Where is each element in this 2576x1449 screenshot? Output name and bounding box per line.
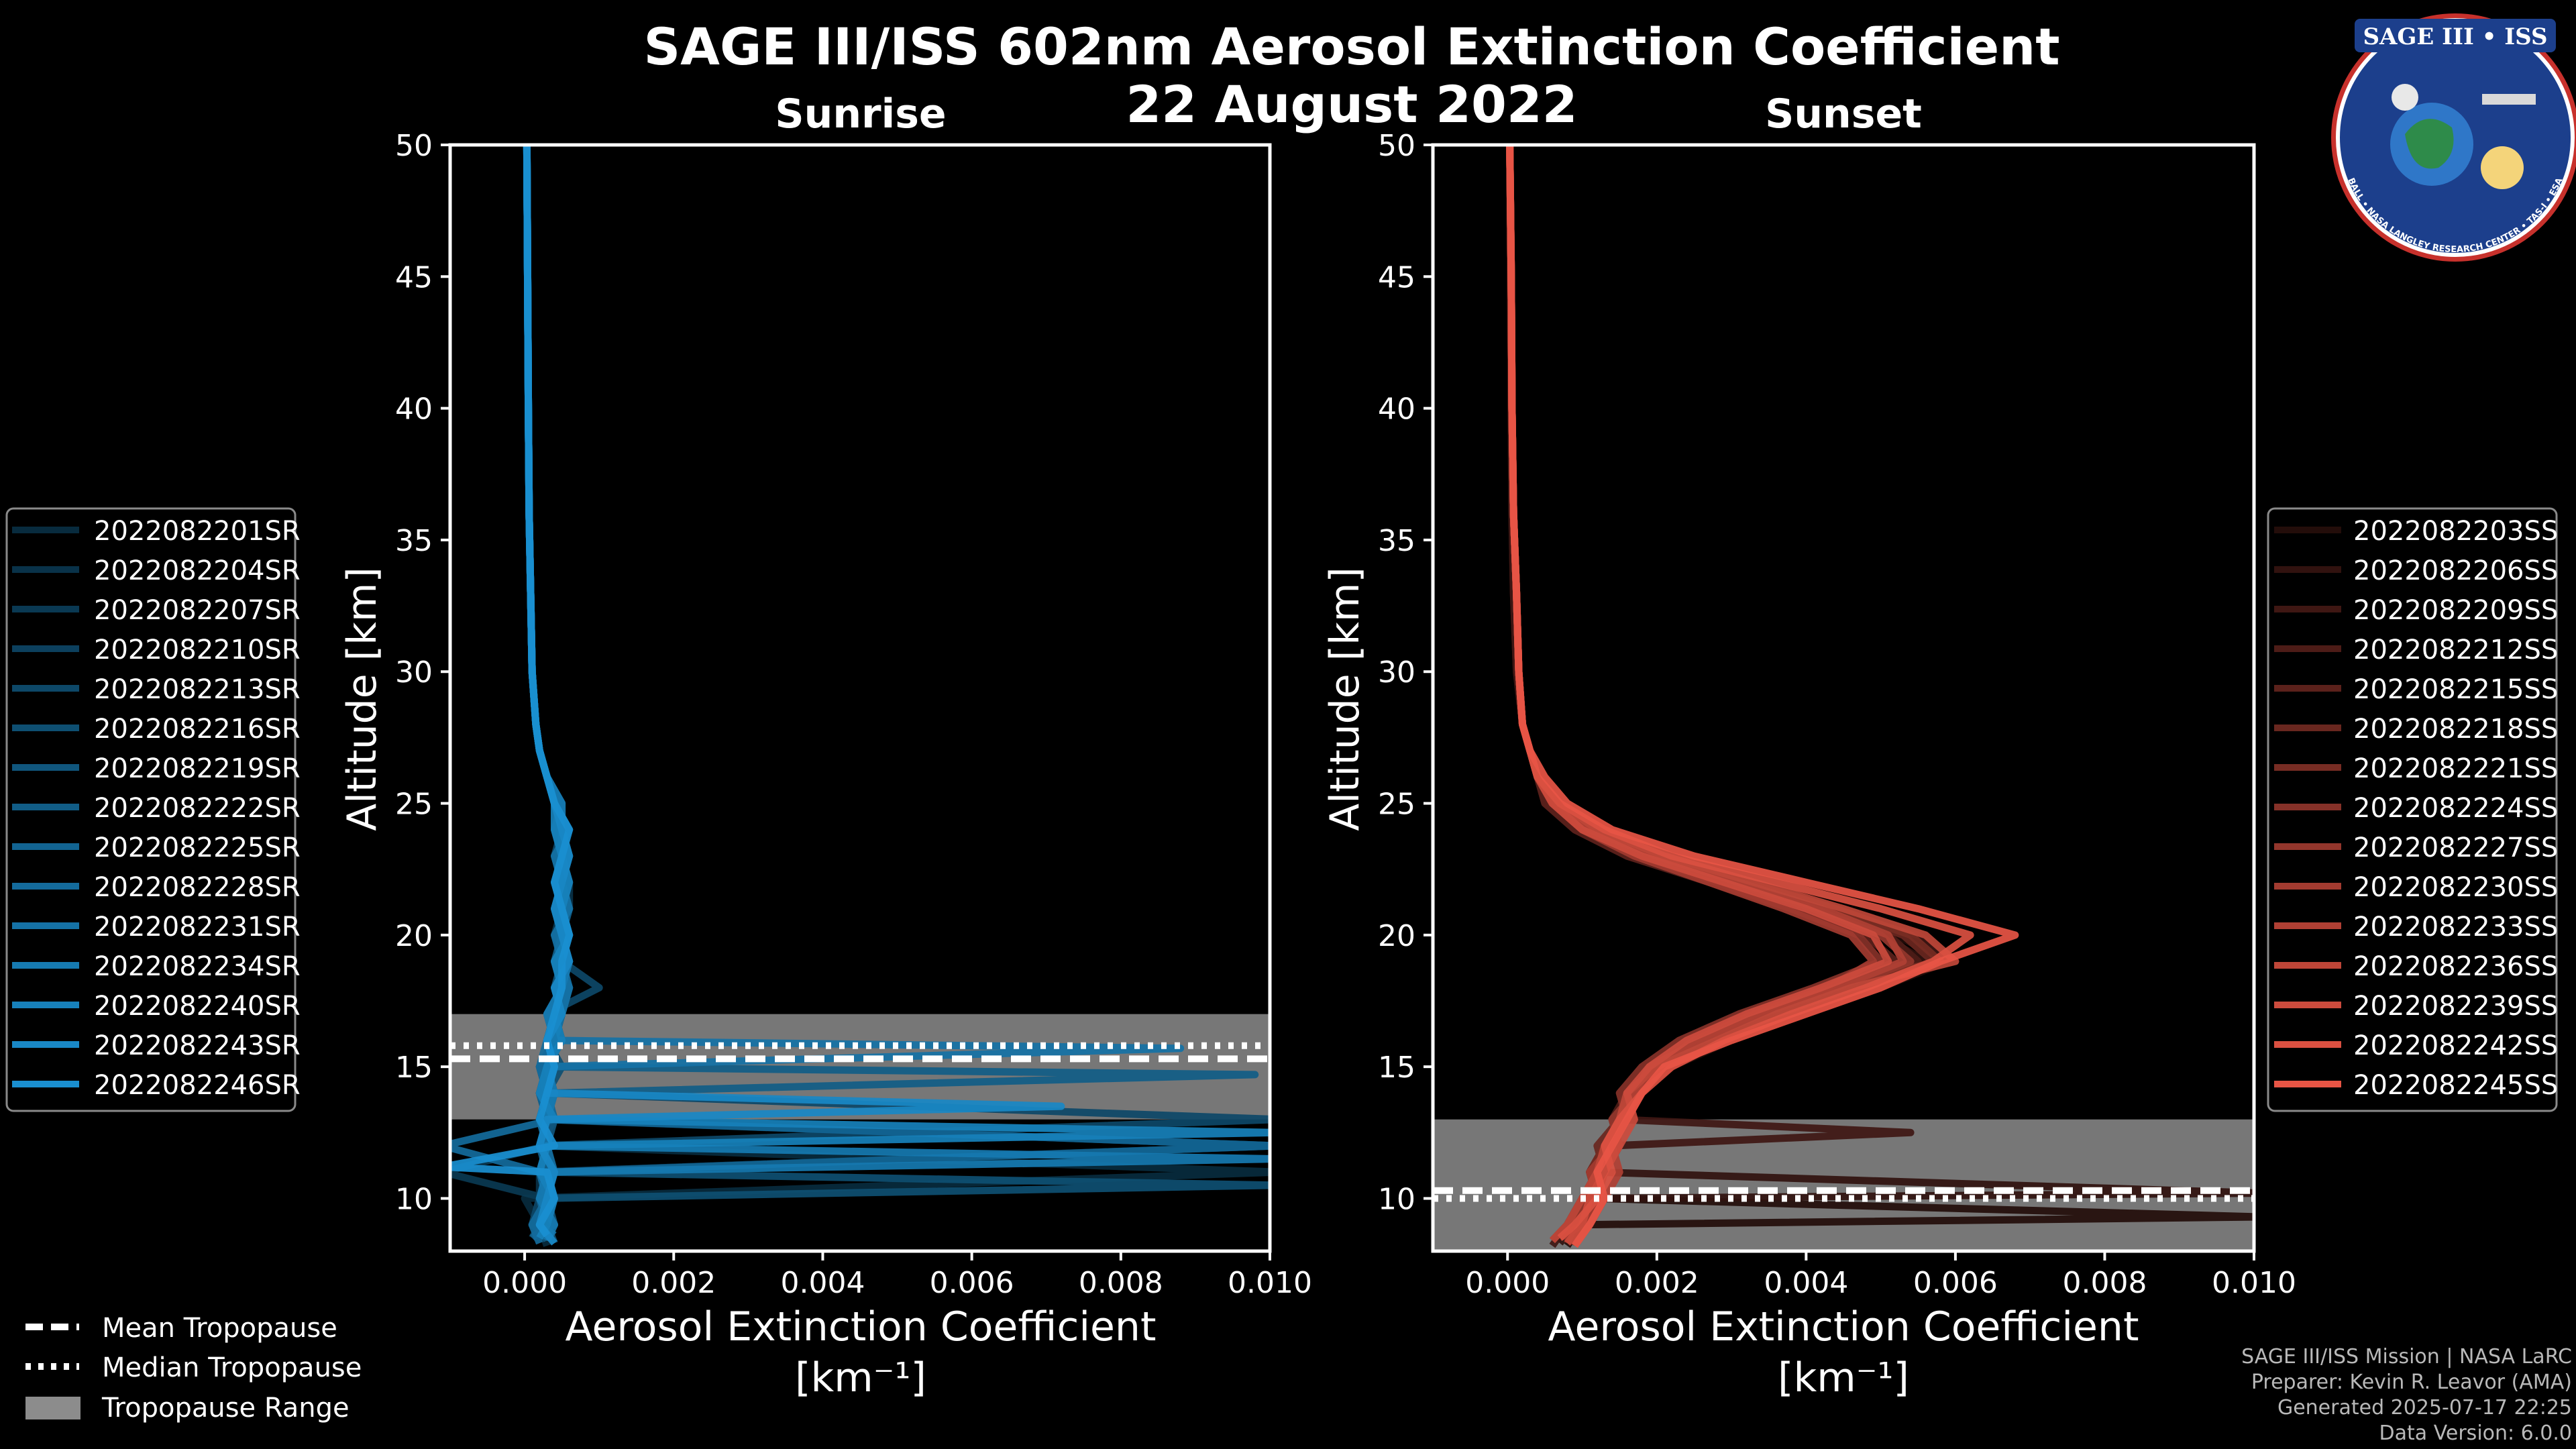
sunset-x-axis-label: Aerosol Extinction Coefficient [1548,1303,2139,1350]
logo-moon-icon [2392,84,2418,111]
sunrise-y-tick-label: 15 [395,1051,433,1085]
legend-label-2022082236SS: 2022082236SS [2353,951,2558,982]
legend-label-2022082245SS: 2022082245SS [2353,1070,2558,1101]
sunset-y-tick-label: 45 [1378,260,1415,294]
sunrise-y-tick-label: 50 [395,129,433,163]
legend-label-2022082218SS: 2022082218SS [2353,714,2558,745]
sunset-y-axis-label: Altitude [km] [1322,567,1368,831]
legend-label-2022082228SR: 2022082228SR [94,872,301,903]
sunset-y-tick-label: 35 [1378,524,1415,558]
credits-block: SAGE III/ISS Mission | NASA LaRC Prepare… [2241,1344,2572,1446]
sunset-x-tick-label: 0.006 [1913,1266,1998,1300]
credits-mission: SAGE III/ISS Mission | NASA LaRC [2241,1345,2572,1368]
sunset-y-tick-label: 15 [1378,1051,1415,1085]
legend-label-2022082227SS: 2022082227SS [2353,833,2558,863]
legend-label-2022082219SR: 2022082219SR [94,753,301,784]
legend-label-2022082233SS: 2022082233SS [2353,912,2558,943]
sunrise-y-tick-label: 45 [395,260,433,294]
legend-label-2022082222SR: 2022082222SR [94,793,301,824]
sunrise-y-tick-label: 35 [395,524,433,558]
sunset-axes-frame [1431,143,2256,1253]
credits-generated: Generated 2025-07-17 22:25 [2277,1396,2572,1419]
sunset-series-legend: 2022082203SS 2022082206SS 2022082209SS 2022… [2267,507,2558,1112]
sunrise-x-axis-label: Aerosol Extinction Coefficient [566,1303,1157,1350]
sunrise-y-tick-label: 30 [395,655,433,690]
sunset-y-tick-label: 50 [1378,129,1415,163]
sunrise-axes-frame [448,143,1272,1253]
sunset-x-tick-label: 0.004 [1764,1266,1848,1300]
series-line-2022082246SR [450,145,574,1238]
sunrise-y-tick-label: 20 [395,919,433,953]
tropopause-range-legend-swatch [25,1397,80,1419]
sunrise-x-tick-label: 0.004 [780,1266,865,1300]
legend-label-2022082204SR: 2022082204SR [94,555,301,586]
tropopause-range-legend-label: Tropopause Range [101,1393,350,1424]
sunset-x-tick-label: 0.010 [2212,1266,2296,1300]
legend-label-2022082201SR: 2022082201SR [94,516,301,547]
legend-label-2022082243SR: 2022082243SR [94,1030,301,1061]
sunrise-panel-title: Sunrise [775,91,946,138]
sunrise-x-tick-label: 0.000 [482,1266,567,1300]
sunset-legend-box [2267,507,2558,1112]
logo-banner [2355,19,2556,52]
sunrise-y-axis-label: Altitude [km] [339,567,386,831]
title-line-2: 22 August 2022 [1126,74,1577,134]
legend-label-2022082209SS: 2022082209SS [2353,595,2558,626]
logo-sun-icon [2481,146,2524,189]
legend-label-2022082203SS: 2022082203SS [2353,516,2558,547]
sunrise-y-tick-label: 25 [395,788,433,822]
legend-label-2022082212SS: 2022082212SS [2353,635,2558,665]
legend-label-2022082225SR: 2022082225SR [94,833,301,863]
sunrise-legend-box [5,507,297,1112]
credits-data-version: Data Version: 6.0.0 [2379,1421,2572,1445]
sunrise-x-tick-label: 0.002 [631,1266,716,1300]
sunset-y-tick-label: 40 [1378,392,1415,427]
legend-label-2022082240SR: 2022082240SR [94,991,301,1022]
legend-label-2022082239SS: 2022082239SS [2353,991,2558,1022]
sunrise-x-tick-label: 0.010 [1228,1266,1312,1300]
series-line-2022082245SS [1506,145,2019,1248]
logo-station-icon [2482,94,2536,105]
legend-label-2022082231SR: 2022082231SR [94,912,301,943]
sunset-x-tick-label: 0.000 [1465,1266,1550,1300]
legend-label-2022082234SR: 2022082234SR [94,951,301,982]
legend-label-2022082246SR: 2022082246SR [94,1070,301,1101]
mean-tropopause-legend-label: Mean Tropopause [102,1313,337,1344]
sunset-x-axis-units: [km⁻¹] [1778,1354,1909,1401]
sunset-y-tick-label: 20 [1378,919,1415,953]
sunset-y-tick-label: 25 [1378,788,1415,822]
sunrise-x-tick-label: 0.008 [1079,1266,1163,1300]
legend-label-2022082221SS: 2022082221SS [2353,753,2558,784]
sage-iii-iss-logo: SAGE III • ISS BALL • NASA LANGLEY RESEA… [2331,13,2576,262]
sunset-x-tick-label: 0.002 [1615,1266,1699,1300]
legend-label-2022082210SR: 2022082210SR [94,635,301,665]
tropopause-legend: Mean Tropopause Median Tropopause Tropop… [25,1313,362,1424]
sunrise-x-tick-label: 0.006 [930,1266,1014,1300]
legend-label-2022082224SS: 2022082224SS [2353,793,2558,824]
legend-label-2022082207SR: 2022082207SR [94,595,301,626]
sunrise-y-tick-label: 40 [395,392,433,427]
sunset-y-tick-label: 10 [1378,1182,1415,1216]
credits-preparer: Preparer: Kevin R. Leavor (AMA) [2251,1371,2572,1394]
logo-text: SAGE III • ISS [2363,23,2547,50]
sunrise-panel: Sunrise 0.000 0.002 0.004 0.006 0.008 0.010 1… [339,91,1312,1401]
legend-label-2022082215SS: 2022082215SS [2353,674,2558,705]
sunrise-series-legend: 2022082201SR 2022082204SR 2022082207SR 2022… [5,507,301,1112]
legend-label-2022082213SR: 2022082213SR [94,674,301,705]
median-tropopause-legend-label: Median Tropopause [102,1352,362,1383]
sunset-panel: Sunset 0.000 0.002 0.004 0.006 0.008 0.010 10… [1322,91,2296,1401]
sunrise-y-tick-label: 10 [395,1182,433,1216]
sunset-panel-title: Sunset [1765,91,1922,138]
logo-land-icon [2405,119,2454,169]
legend-label-2022082242SS: 2022082242SS [2353,1030,2558,1061]
legend-label-2022082206SS: 2022082206SS [2353,555,2558,586]
sunset-x-tick-label: 0.008 [2062,1266,2147,1300]
sunrise-x-axis-units: [km⁻¹] [795,1354,926,1401]
sunset-y-tick-label: 30 [1378,655,1415,690]
title-line-1: SAGE III/ISS 602nm Aerosol Extinction Co… [643,17,2059,76]
legend-label-2022082216SR: 2022082216SR [94,714,301,745]
legend-label-2022082230SS: 2022082230SS [2353,872,2558,903]
